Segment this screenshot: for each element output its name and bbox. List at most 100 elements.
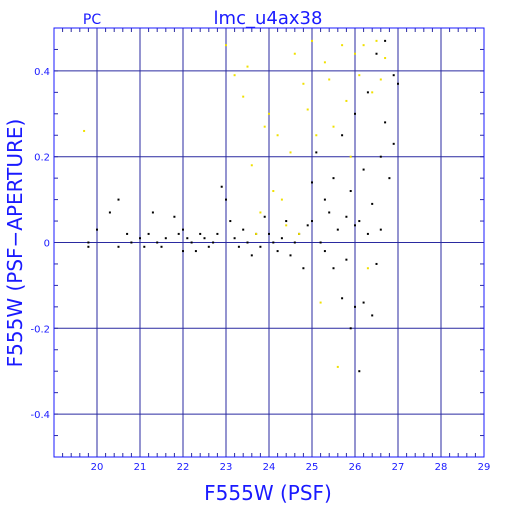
black-data-point [323, 250, 326, 253]
black-data-point [151, 211, 154, 214]
yellow-data-point [354, 52, 356, 55]
x-tick-label: 24 [263, 462, 276, 473]
data-points [83, 39, 399, 373]
yellow-data-point [379, 78, 382, 81]
black-data-point [276, 250, 279, 253]
yellow-data-point [349, 155, 352, 158]
y-tick-label: 0.4 [34, 67, 50, 78]
black-data-point [263, 215, 266, 218]
yellow-data-point [332, 125, 335, 128]
black-data-point [392, 142, 395, 145]
black-data-point [212, 241, 215, 244]
black-data-point [371, 202, 374, 205]
black-data-point [143, 245, 146, 248]
yellow-data-point [242, 95, 245, 98]
black-data-point [147, 232, 150, 235]
black-data-point [207, 245, 210, 248]
black-data-point [384, 39, 387, 42]
black-data-point [177, 232, 180, 235]
black-data-point [126, 232, 129, 235]
black-data-point [397, 82, 399, 85]
yellow-data-point [358, 74, 361, 77]
yellow-data-point [384, 57, 387, 60]
x-tick-label: 20 [91, 462, 104, 473]
black-data-point [379, 228, 382, 231]
black-data-point [289, 254, 292, 257]
chart-title: lmc_u4ax38 [214, 8, 323, 29]
black-data-point [280, 237, 283, 240]
yellow-data-point [319, 301, 322, 304]
black-data-point [117, 245, 120, 248]
yellow-data-point [272, 190, 275, 193]
black-data-point [362, 168, 365, 171]
black-data-point [160, 245, 163, 248]
black-data-point [225, 198, 227, 201]
yellow-data-point [250, 164, 253, 167]
black-data-point [182, 228, 184, 231]
y-tick-labels: -0.4 -0.2 0 0.2 0.4 [30, 67, 50, 421]
y-tick-label: 0 [44, 239, 50, 250]
black-data-point [186, 237, 189, 240]
black-data-point [108, 211, 111, 214]
black-data-point [349, 190, 352, 193]
yellow-data-point [302, 82, 305, 85]
x-tick-label: 25 [306, 462, 319, 473]
x-tick-label: 26 [349, 462, 362, 473]
yellow-data-point [289, 151, 292, 154]
yellow-data-point [345, 99, 348, 102]
yellow-data-point [233, 74, 236, 77]
black-data-point [345, 215, 348, 218]
black-data-point [199, 232, 202, 235]
yellow-data-point [268, 112, 270, 115]
yellow-data-point [276, 134, 279, 137]
black-data-point [341, 134, 344, 137]
x-axis-label: F555W (PSF) [204, 481, 332, 505]
black-data-point [332, 267, 335, 270]
black-data-point [354, 305, 356, 308]
black-data-point [362, 301, 365, 304]
black-data-point [203, 237, 206, 240]
yellow-data-point [83, 129, 86, 132]
yellow-data-point [225, 44, 227, 47]
black-data-point [336, 228, 339, 231]
x-tick-label: 29 [478, 462, 491, 473]
black-data-point [375, 262, 378, 265]
black-data-point [311, 181, 313, 184]
black-data-point [250, 254, 253, 257]
black-data-point [233, 237, 236, 240]
black-data-point [293, 241, 296, 244]
black-data-point [358, 220, 361, 223]
yellow-data-point [315, 134, 318, 137]
black-data-point [358, 370, 361, 373]
x-tick-label: 28 [435, 462, 448, 473]
black-data-point [130, 241, 133, 244]
black-data-point [194, 250, 197, 253]
black-data-point [182, 250, 184, 253]
black-data-point [237, 245, 240, 248]
black-data-point [341, 297, 344, 300]
black-data-point [306, 224, 309, 227]
black-data-point [323, 198, 326, 201]
yellow-data-point [375, 39, 378, 42]
y-tick-label: -0.4 [30, 410, 50, 421]
black-data-point [328, 211, 331, 214]
x-tick-label: 22 [177, 462, 190, 473]
x-tick-label: 27 [392, 462, 405, 473]
yellow-data-point [298, 232, 301, 235]
yellow-data-point [285, 224, 288, 227]
black-data-point [164, 237, 167, 240]
black-data-point [366, 91, 369, 94]
plot-frame [53, 27, 485, 458]
grid [53, 27, 485, 458]
y-axis-label: F555W (PSF−APERTURE) [3, 119, 27, 368]
black-data-point [96, 228, 98, 231]
y-tick-label: -0.2 [30, 324, 50, 335]
yellow-data-point [255, 232, 258, 235]
yellow-data-point [263, 125, 266, 128]
yellow-data-point [280, 198, 283, 201]
black-data-point [285, 220, 288, 223]
yellow-data-point [246, 65, 249, 68]
x-tick-label: 23 [220, 462, 233, 473]
black-data-point [311, 220, 313, 223]
